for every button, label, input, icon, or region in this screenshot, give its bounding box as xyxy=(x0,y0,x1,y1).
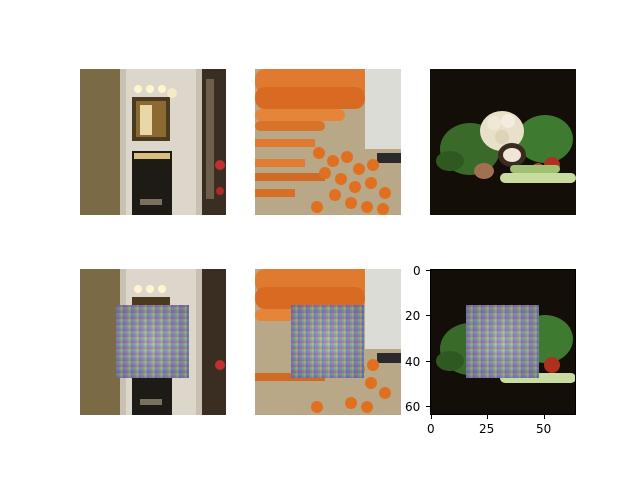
y-tick xyxy=(426,406,430,407)
y-tick xyxy=(426,315,430,316)
y-tick xyxy=(426,270,430,271)
vegetables-image xyxy=(430,69,576,215)
adversarial-patch xyxy=(116,305,189,378)
x-tick xyxy=(544,415,545,419)
y-tick-label: 60 xyxy=(405,400,421,414)
carrots-image xyxy=(255,69,401,215)
vegetables-image-patched xyxy=(430,269,576,415)
x-tick-label: 0 xyxy=(427,422,435,436)
hallway-image-patched xyxy=(80,269,226,415)
y-tick-label: 0 xyxy=(413,264,421,278)
y-tick xyxy=(426,361,430,362)
x-tick-label: 25 xyxy=(479,422,495,436)
x-tick xyxy=(431,415,432,419)
x-tick xyxy=(487,415,488,419)
x-tick-label: 50 xyxy=(536,422,552,436)
adversarial-patch xyxy=(466,305,539,378)
y-tick-label: 20 xyxy=(405,309,421,323)
hallway-image xyxy=(80,69,226,215)
y-tick-label: 40 xyxy=(405,355,421,369)
adversarial-patch xyxy=(291,305,364,378)
carrots-image-patched xyxy=(255,269,401,415)
